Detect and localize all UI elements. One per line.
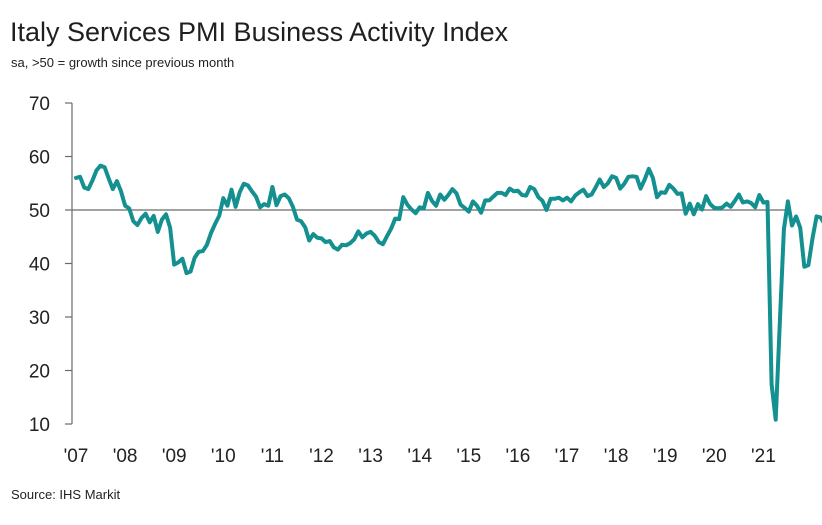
y-tick-label: 60 <box>29 148 50 169</box>
series-group <box>74 163 822 422</box>
y-axis: 70 60 50 40 30 20 10 <box>29 94 73 436</box>
x-tick-label: '18 <box>604 446 629 467</box>
y-tick-label: 70 <box>29 94 50 115</box>
y-tick-label: 40 <box>29 255 50 276</box>
x-tick-label: '08 <box>113 446 138 467</box>
x-tick-label: '16 <box>506 446 531 467</box>
x-tick-label: '09 <box>162 446 187 467</box>
series-line <box>74 163 822 422</box>
x-axis: '07 '08 '09 '10 '11 '12 '13 '14 '15 '16 '17 '18 '19 '… <box>64 446 776 467</box>
x-tick-label: '14 <box>407 446 432 467</box>
x-tick-label: '12 <box>309 446 334 467</box>
x-tick-label: '11 <box>261 446 284 467</box>
x-tick-label: '10 <box>211 446 236 467</box>
x-tick-label: '15 <box>456 446 481 467</box>
x-tick-label: '13 <box>358 446 383 467</box>
x-tick-label: '17 <box>555 446 580 467</box>
page-title: Italy Services PMI Business Activity Ind… <box>10 17 509 47</box>
x-tick-label: '20 <box>702 446 727 467</box>
chart-subtitle: sa, >50 = growth since previous month <box>11 55 235 70</box>
y-tick-label: 50 <box>29 201 50 222</box>
y-tick-label: 30 <box>29 308 50 329</box>
y-tick-label: 20 <box>29 362 50 383</box>
x-tick-label: '07 <box>64 446 89 467</box>
x-tick-label: '19 <box>653 446 678 467</box>
x-tick-label: '21 <box>751 446 776 467</box>
y-tick-label: 10 <box>29 415 50 436</box>
source-note: Source: IHS Markit <box>11 487 121 502</box>
